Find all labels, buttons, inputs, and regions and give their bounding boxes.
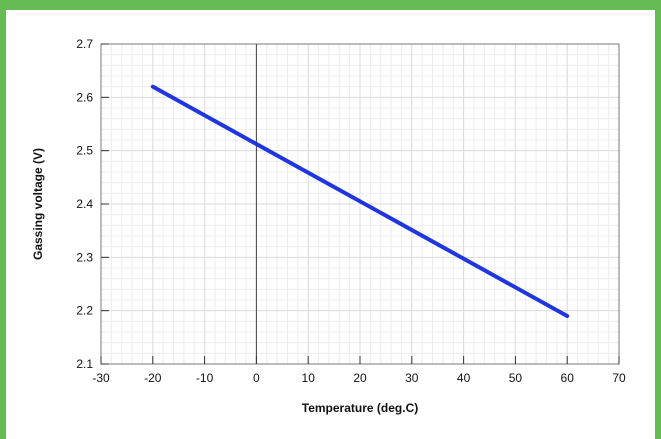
x-tick-label: 40 bbox=[457, 371, 471, 385]
x-tick-label: 20 bbox=[353, 371, 367, 385]
x-tick-label: 10 bbox=[302, 371, 316, 385]
y-tick-label: 2.7 bbox=[76, 37, 93, 51]
y-axis-ticks: 2.1 2.2 2.3 2.4 2.5 2.6 2.7 bbox=[76, 37, 109, 371]
y-tick-label: 2.4 bbox=[76, 197, 93, 211]
x-tick-label: -30 bbox=[92, 371, 110, 385]
x-tick-label: 30 bbox=[405, 371, 419, 385]
y-tick-label: 2.6 bbox=[76, 90, 93, 104]
y-axis-title: Gassing voltage (V) bbox=[31, 148, 45, 260]
major-grid bbox=[100, 43, 620, 365]
series-line bbox=[150, 84, 570, 318]
y-tick-label: 2.5 bbox=[76, 144, 93, 158]
x-tick-label: 60 bbox=[561, 371, 575, 385]
y-tick-label: 2.1 bbox=[76, 357, 93, 371]
x-tick-label: 0 bbox=[253, 371, 260, 385]
x-axis-title: Temperature (deg.C) bbox=[302, 401, 418, 415]
series-group bbox=[150, 84, 570, 318]
x-tick-label: -10 bbox=[196, 371, 214, 385]
x-tick-label: 70 bbox=[612, 371, 626, 385]
x-axis-ticks: -30 -20 -10 0 10 20 30 40 50 60 70 bbox=[92, 356, 626, 385]
x-tick-label: 50 bbox=[509, 371, 523, 385]
x-tick-label: -20 bbox=[144, 371, 162, 385]
y-tick-label: 2.2 bbox=[76, 304, 93, 318]
y-tick-label: 2.3 bbox=[76, 250, 93, 264]
